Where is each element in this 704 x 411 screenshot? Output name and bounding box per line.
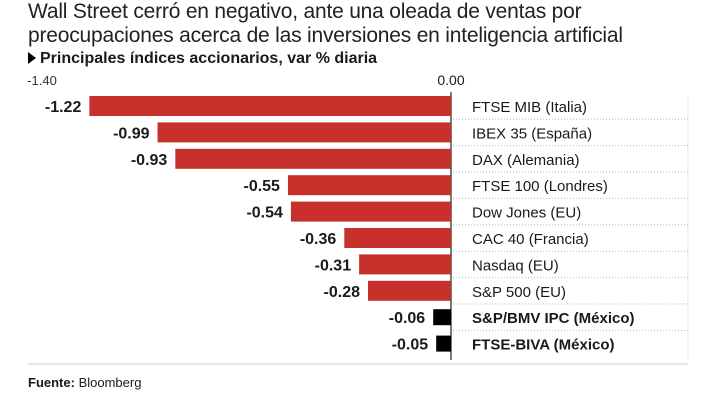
category-label: FTSE 100 (Londres): [472, 178, 608, 195]
axis-tick-label-min: -1.40: [27, 73, 57, 88]
source-note: Fuente: Bloomberg: [28, 375, 141, 391]
value-label: -0.05: [392, 337, 429, 354]
bar-8: [368, 280, 451, 301]
chart-title: Wall Street cerró en negativo, ante una …: [28, 0, 623, 47]
bar-7: [359, 254, 451, 275]
source-value: Bloomberg: [78, 375, 142, 390]
value-label: -0.54: [246, 205, 283, 222]
value-label: -0.36: [300, 231, 337, 248]
axis-tick-label-max: 0.00: [437, 72, 464, 88]
category-label: S&P/BMV IPC (México): [472, 310, 635, 327]
value-label: -0.99: [113, 125, 150, 142]
bar-chart: -1.40 0.00 -1.22 FTSE MIB (Italia) -0.99 IBEX…: [27, 72, 689, 365]
value-label: -0.31: [315, 257, 352, 274]
bar-2: [157, 122, 452, 143]
bar-1: [89, 96, 451, 116]
category-label: Dow Jones (EU): [472, 205, 581, 222]
bar-6: [344, 228, 451, 248]
value-label: -0.55: [243, 178, 280, 195]
bar-9: [433, 309, 451, 326]
category-label: FTSE-BIVA (México): [472, 337, 615, 354]
value-label: -1.22: [45, 99, 82, 116]
bar-10: [436, 335, 451, 352]
subtitle-marker-icon: [28, 52, 36, 64]
category-label: DAX (Alemania): [472, 152, 580, 169]
bar-3: [175, 148, 452, 169]
category-label: S&P 500 (EU): [472, 284, 566, 301]
bar-4: [287, 175, 451, 196]
category-label: CAC 40 (Francia): [472, 231, 589, 248]
value-label: -0.28: [324, 284, 361, 301]
category-label: FTSE MIB (Italia): [472, 99, 587, 116]
chart-subtitle: Principales índices accionarios, var % d…: [28, 50, 377, 68]
chart-subtitle-text: Principales índices accionarios, var % d…: [40, 50, 378, 67]
category-label: IBEX 35 (España): [472, 125, 592, 142]
source-label: Fuente:: [28, 375, 75, 390]
category-label: Nasdaq (EU): [472, 257, 559, 274]
value-label: -0.06: [389, 310, 426, 327]
bar-5: [290, 201, 451, 222]
value-label: -0.93: [131, 152, 168, 169]
